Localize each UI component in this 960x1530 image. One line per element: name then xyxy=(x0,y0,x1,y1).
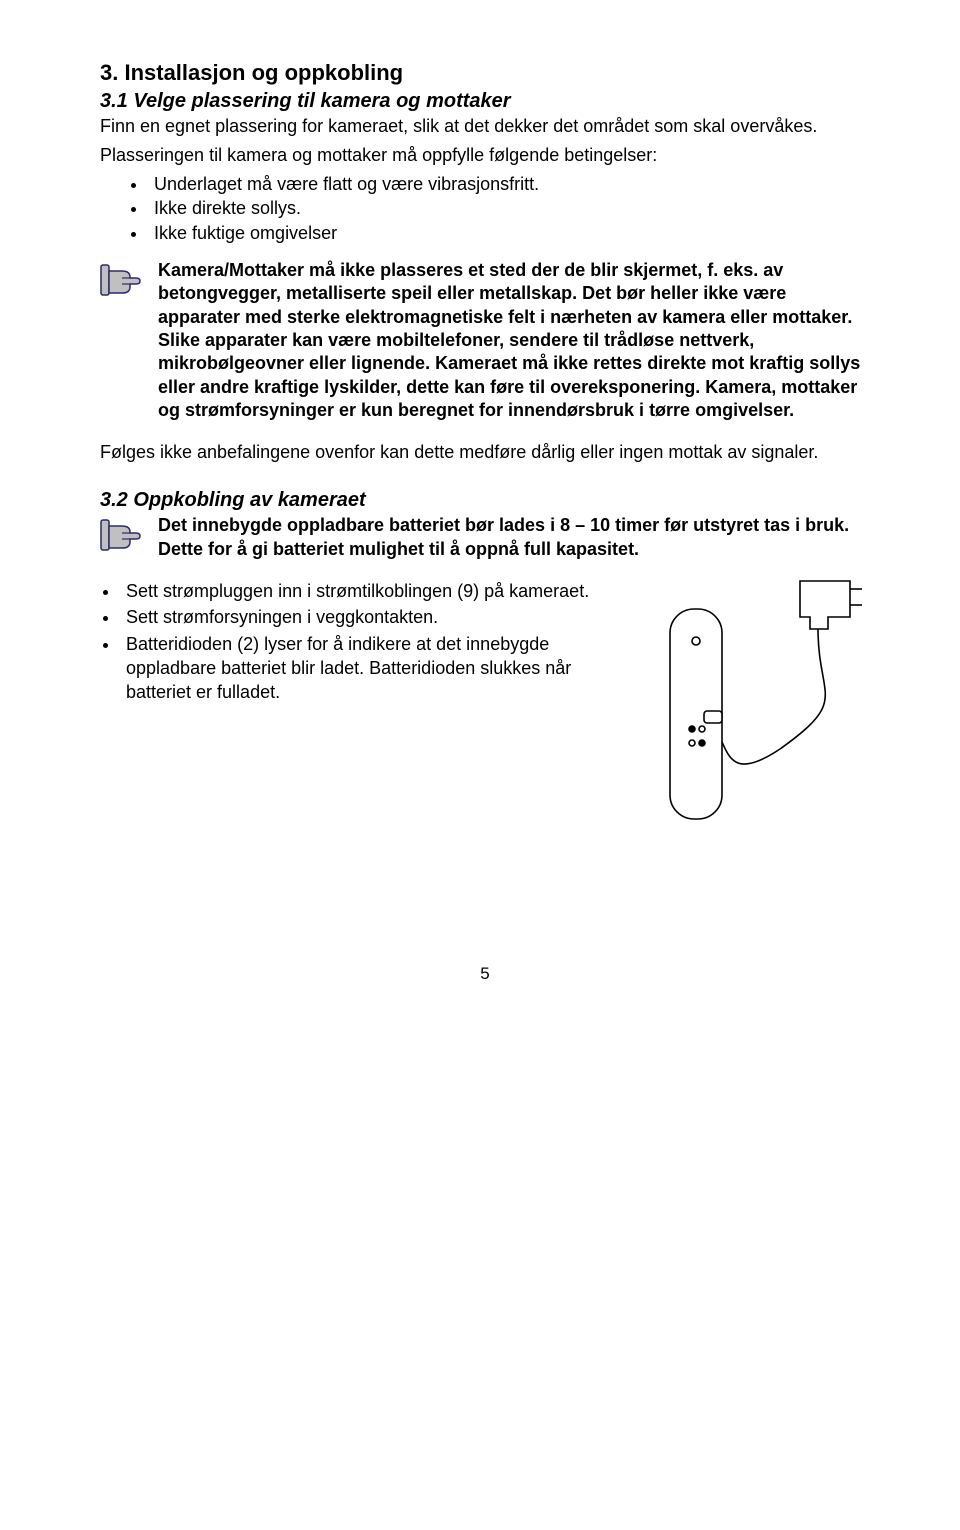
list-item: Batteridioden (2) lyser for å indikere a… xyxy=(120,632,626,705)
section-title: 3. Installasjon og oppkobling xyxy=(100,60,870,86)
pointing-hand-icon xyxy=(100,516,144,556)
list-item: Ikke fuktige omgivelser xyxy=(148,221,870,245)
pointing-hand-icon xyxy=(100,261,144,301)
conditions-intro: Plasseringen til kamera og mottaker må o… xyxy=(100,144,870,167)
note-block-31: Kamera/Mottaker må ikke plasseres et ste… xyxy=(100,259,870,423)
followup-text: Følges ikke anbefalingene ovenfor kan de… xyxy=(100,441,870,464)
note-text-32: Det innebygde oppladbare batteriet bør l… xyxy=(158,514,870,561)
note-text-31: Kamera/Mottaker må ikke plasseres et ste… xyxy=(158,259,870,423)
note-block-32: Det innebygde oppladbare batteriet bør l… xyxy=(100,514,870,561)
conditions-list: Underlaget må være flatt og være vibrasj… xyxy=(100,172,870,245)
hookup-steps: Sett strømpluggen inn i strømtilkoblinge… xyxy=(100,579,626,706)
intro-text: Finn en egnet plassering for kameraet, s… xyxy=(100,115,870,138)
camera-plug-illustration xyxy=(650,579,870,844)
page-number: 5 xyxy=(100,964,870,984)
subsection-31-title: 3.1 Velge plassering til kamera og motta… xyxy=(100,90,870,113)
list-item: Sett strømpluggen inn i strømtilkoblinge… xyxy=(120,579,626,603)
hookup-row: Sett strømpluggen inn i strømtilkoblinge… xyxy=(100,579,870,844)
list-item: Underlaget må være flatt og være vibrasj… xyxy=(148,172,870,196)
list-item: Ikke direkte sollys. xyxy=(148,196,870,220)
subsection-32-title: 3.2 Oppkobling av kameraet xyxy=(100,489,870,512)
list-item: Sett strømforsyningen i veggkontakten. xyxy=(120,605,626,629)
